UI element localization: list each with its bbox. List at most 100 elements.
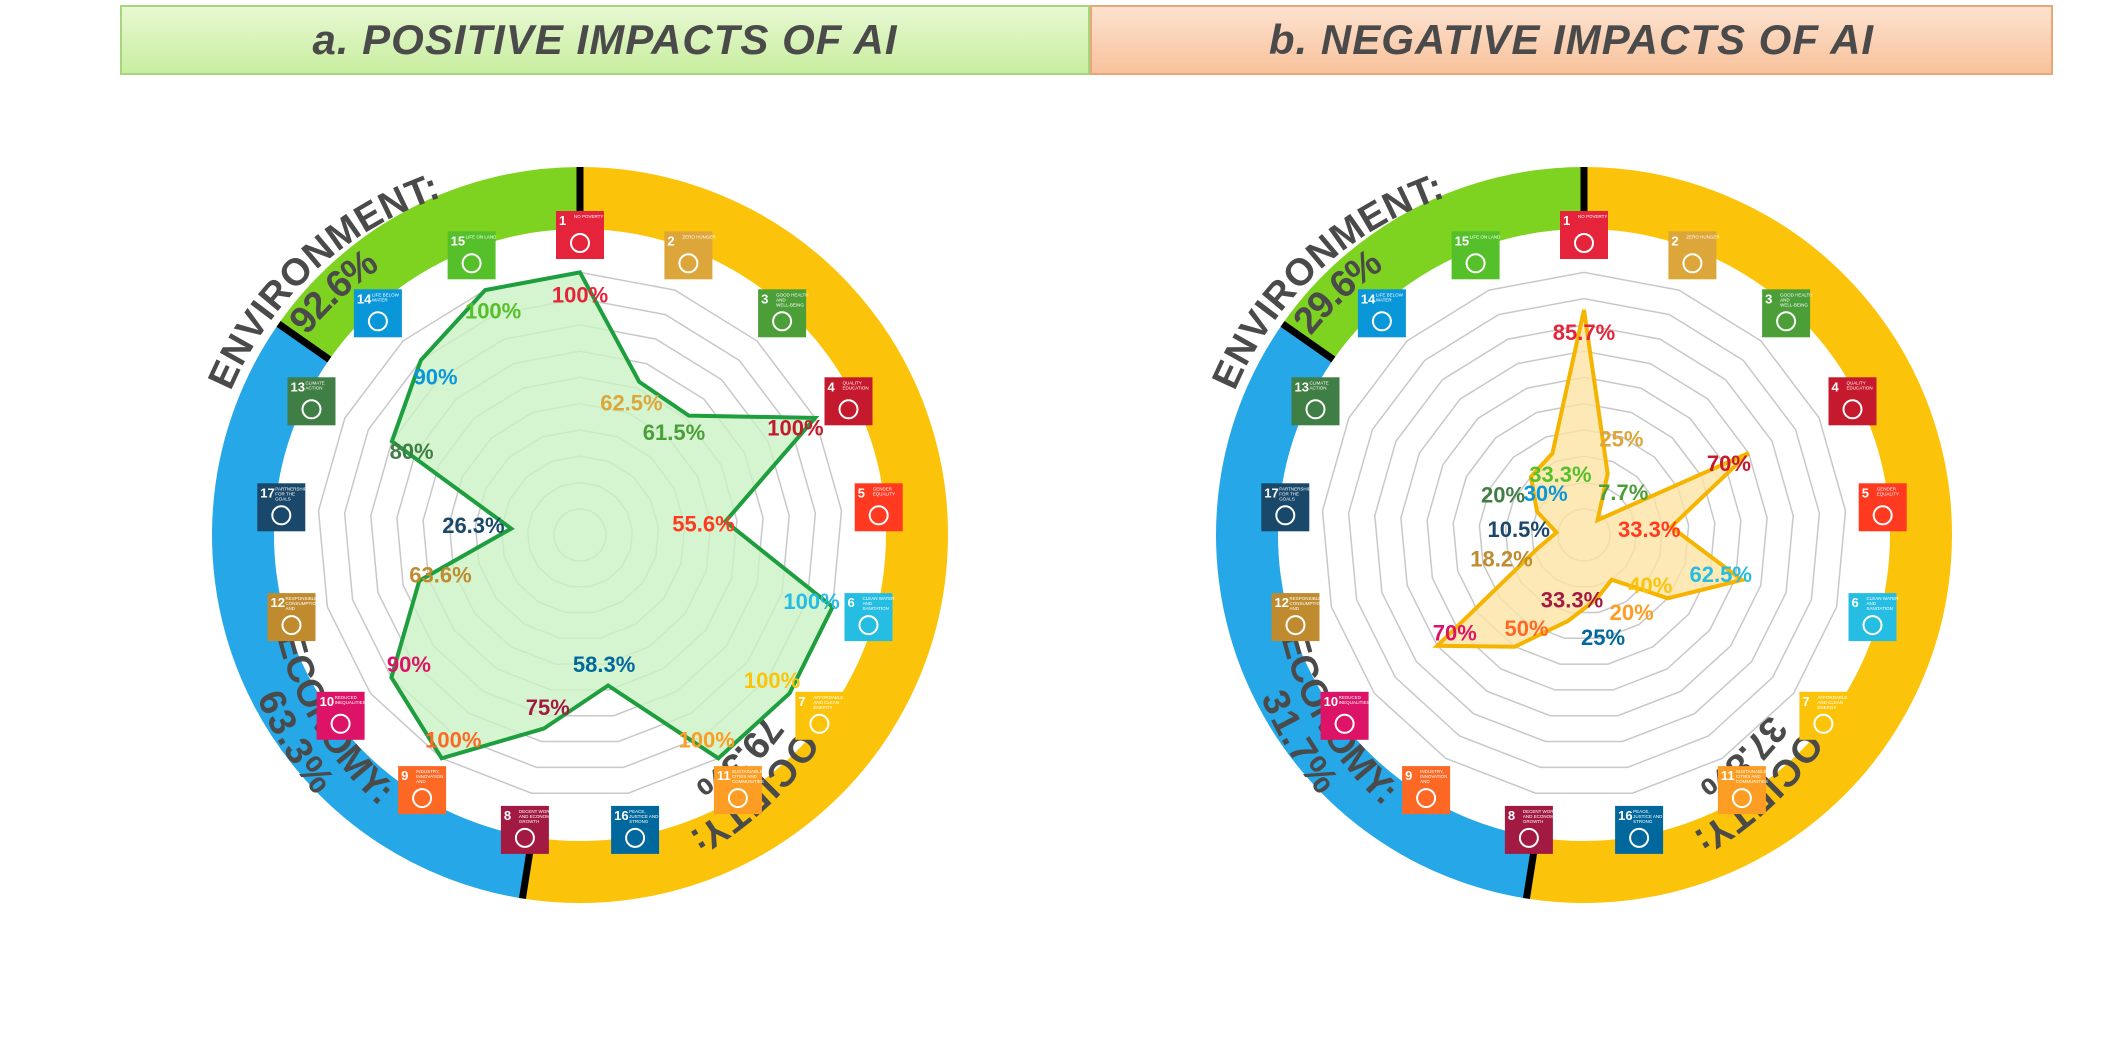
value-label-sdg-14: 90% [414,365,458,390]
sdg-icon-number: 7 [798,694,805,709]
sdg-icon-title: COMMUNITIES [732,779,764,784]
sdg-icon-glyph [570,233,590,253]
grid-ring [1374,324,1794,743]
radar-chart-negative: SOCIETY:37.8%ECONOMY:31.7%ENVIRONMENT:29… [1205,166,1952,903]
sdg-icon-number: 6 [848,595,855,610]
value-label-sdg-7: 100% [744,668,800,693]
sdg-icon-title: NO POVERTY [1578,214,1607,219]
sdg-2-icon: 2 ZERO HUNGER [664,231,716,280]
grid-ring [1452,402,1716,665]
sdg-icon-title: EQUALITY [873,491,895,496]
value-label-sdg-9: 50% [1504,616,1548,641]
sdg-icon-glyph [1842,399,1863,420]
sdg-icon-title: CONSUMPTION [286,601,320,606]
value-label-sdg-2: 25% [1599,426,1643,451]
sdg-icon-title: FOR THE [275,491,295,496]
sdg-icon-title: AND [286,606,296,611]
sdg-icon-number: 3 [1765,291,1772,306]
value-label-sdg-12: 63.6% [409,563,471,588]
sdg-icon-number: 5 [1862,485,1869,500]
value-label-sdg-14: 30% [1524,481,1568,506]
value-label-sdg-15: 100% [465,299,521,324]
ring-segment-economy [1216,323,1537,899]
grid-ring [1321,271,1847,794]
sdg-icon-number: 9 [401,768,408,783]
sdg-icon-title: ACTION [1310,385,1327,390]
sdg-icon-glyph [412,788,433,809]
sdg-icon-title: PEACE, [629,809,646,814]
ring-segment-economy [212,323,533,899]
sdg-icon-number: 16 [1618,808,1632,823]
value-label-sdg-7: 40% [1628,573,1672,598]
grid-ring [1347,297,1821,769]
sdg-icon-number: 8 [504,808,511,823]
sdg-icon-title: EDUCATION [843,385,869,390]
value-label-sdg-13: 20% [1481,483,1525,508]
value-label-sdg-4: 100% [767,416,823,441]
sdg-icon-title: ENERGY [1817,705,1836,710]
sdg-icon-number: 14 [1361,291,1376,306]
sdg-icon-glyph [1305,399,1326,420]
sdg-icon-title: QUALITY [843,380,862,385]
sdg-icon-title: INDUSTRY, [416,769,440,774]
sdg-icon-number: 2 [667,233,674,248]
value-label-sdg-16: 58.3% [573,652,635,677]
sdg-icon-title: STRONG [1633,819,1653,824]
data-polygon [1432,309,1750,649]
sdg-icon-title: INNOVATION [416,774,443,779]
sdg-icon-title: AND CLEAN [813,700,839,705]
sdg-icon-title: PARTNERSHIPS [1279,486,1314,491]
sdg-15-icon: 15 LIFE ON LAND [447,231,498,280]
sdg-icon-glyph [625,827,646,848]
sdg-icon-number: 4 [1832,379,1840,394]
sdg-icon-title: GROWTH [519,819,540,824]
sdg-icon-title: GROWTH [1523,819,1544,824]
value-label-sdg-3: 61.5% [643,420,705,445]
sdg-icon-title: COMMUNITIES [1736,779,1768,784]
sdg-icon-title: CLIMATE [306,380,325,385]
sdg-icon-title: LIFE ON LAND [1470,234,1502,239]
ring-divider [1280,321,1336,363]
sdg-icon-glyph [461,253,482,274]
sdg-icon-title: SANITATION [1867,606,1893,611]
sdg-icon-glyph [330,713,351,734]
value-label-sdg-12: 18.2% [1470,547,1532,572]
ring-segment-environment [1282,167,1585,360]
sdg-icon-title: INEQUALITIES [1339,700,1370,705]
value-label-sdg-6: 62.5% [1690,562,1752,587]
header-positive: a. POSITIVE IMPACTS OF AI [120,5,1090,75]
sdg-icon-glyph [678,253,699,274]
value-label-sdg-2: 62.5% [600,390,662,415]
sdg-icon-number: 14 [357,291,372,306]
value-label-sdg-5: 33.3% [1618,517,1680,542]
sdg-icon-title: LIFE ON LAND [466,234,498,239]
sdg-icon-glyph [1416,788,1437,809]
sdg-icon-title: WELL-BEING [776,302,804,307]
sdg-icon-title: AFFORDABLE [1817,695,1847,700]
value-label-sdg-13: 80% [390,439,434,464]
grid-ring [1478,429,1690,640]
sdg-icon-number: 9 [1405,768,1412,783]
value-label-sdg-5: 55.6% [672,512,734,537]
sdg-icon-glyph [1731,788,1752,809]
sdg-15-icon: 15 LIFE ON LAND [1451,231,1502,280]
sdg-icon-title: AND CLEAN [1817,700,1843,705]
sdg-icon-number: 11 [1721,768,1735,783]
sdg-icon-title: CLIMATE [1310,380,1329,385]
sdg-icon-title: INNOVATION [1420,774,1447,779]
sdg-icon-title: SANITATION [863,606,889,611]
ring-segment-society [1526,167,1952,903]
radar-chart-positive: SOCIETY:79.3%ECONOMY:63.3%ENVIRONMENT:92… [201,166,948,903]
sdg-icon-number: 10 [1324,694,1338,709]
